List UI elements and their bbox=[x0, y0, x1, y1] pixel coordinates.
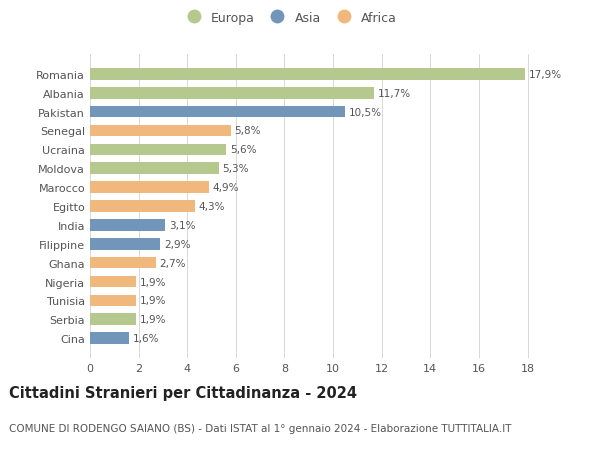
Text: Cittadini Stranieri per Cittadinanza - 2024: Cittadini Stranieri per Cittadinanza - 2… bbox=[9, 385, 357, 400]
Text: 5,8%: 5,8% bbox=[235, 126, 261, 136]
Text: 10,5%: 10,5% bbox=[349, 107, 382, 118]
Bar bbox=[90, 163, 219, 175]
Text: 1,6%: 1,6% bbox=[133, 333, 159, 343]
Text: 2,7%: 2,7% bbox=[159, 258, 186, 268]
Text: 2,9%: 2,9% bbox=[164, 239, 191, 249]
Legend: Europa, Asia, Africa: Europa, Asia, Africa bbox=[176, 7, 402, 30]
Text: 17,9%: 17,9% bbox=[529, 70, 562, 80]
Bar bbox=[90, 201, 194, 213]
Bar bbox=[90, 125, 231, 137]
Text: 3,1%: 3,1% bbox=[169, 220, 196, 230]
Bar bbox=[90, 238, 160, 250]
Bar bbox=[90, 88, 374, 99]
Text: COMUNE DI RODENGO SAIANO (BS) - Dati ISTAT al 1° gennaio 2024 - Elaborazione TUT: COMUNE DI RODENGO SAIANO (BS) - Dati IST… bbox=[9, 424, 511, 433]
Text: 11,7%: 11,7% bbox=[378, 89, 411, 99]
Bar bbox=[90, 276, 136, 288]
Text: 5,6%: 5,6% bbox=[230, 145, 256, 155]
Bar bbox=[90, 333, 129, 344]
Text: 1,9%: 1,9% bbox=[140, 296, 166, 306]
Bar bbox=[90, 219, 166, 231]
Bar bbox=[90, 314, 136, 325]
Text: 1,9%: 1,9% bbox=[140, 277, 166, 287]
Bar bbox=[90, 106, 345, 118]
Bar bbox=[90, 295, 136, 307]
Bar bbox=[90, 144, 226, 156]
Bar bbox=[90, 257, 155, 269]
Text: 5,3%: 5,3% bbox=[223, 164, 249, 174]
Text: 4,3%: 4,3% bbox=[198, 202, 224, 212]
Text: 1,9%: 1,9% bbox=[140, 314, 166, 325]
Text: 4,9%: 4,9% bbox=[213, 183, 239, 193]
Bar bbox=[90, 69, 525, 80]
Bar bbox=[90, 182, 209, 194]
